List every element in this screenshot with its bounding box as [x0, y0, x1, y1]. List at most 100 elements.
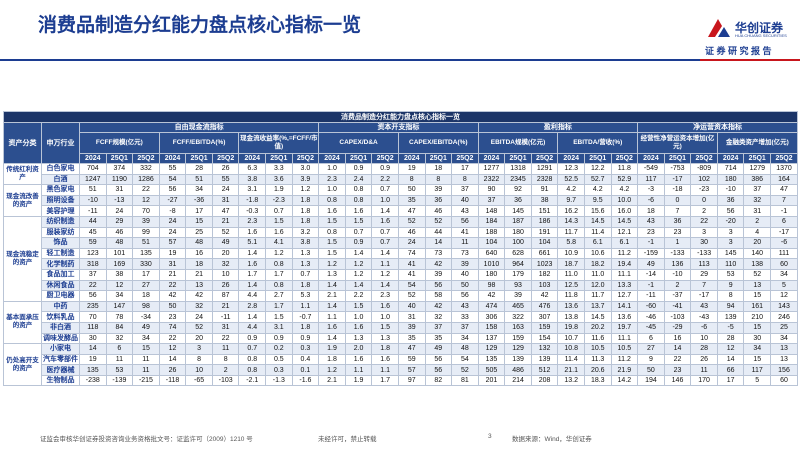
category: 仍处高开支的资产: [3, 343, 42, 387]
value: 0.8: [344, 184, 373, 196]
value: 1.2: [344, 258, 373, 270]
value: 110: [716, 258, 745, 270]
value: 92: [504, 184, 532, 196]
value: 11.4: [583, 226, 612, 239]
value: 35: [424, 332, 453, 345]
value: 11.0: [557, 268, 585, 281]
value: 34: [185, 184, 213, 196]
value: 42: [424, 258, 453, 270]
period-header: 25Q1: [424, 153, 453, 164]
value: 47: [397, 343, 426, 355]
value: 21: [211, 215, 240, 228]
data-row: 仍处高开支的资产 小家电 14 6 15 12 3 11 0.7 0.2 0.3 1.9 2.0 1.8 4…: [3, 343, 798, 387]
value: 3.9: [291, 173, 320, 186]
value: 307: [530, 311, 559, 323]
value: 32: [105, 332, 134, 345]
value: 32: [185, 300, 213, 313]
value: 191: [530, 226, 559, 239]
value: 145: [504, 205, 532, 217]
value: -18: [663, 184, 692, 196]
value: 1.2: [265, 247, 293, 260]
industry: 医疗器械: [41, 364, 80, 376]
value: 28: [716, 332, 745, 345]
value: 11.1: [610, 332, 639, 345]
value: 11: [211, 343, 240, 355]
value: -60: [637, 300, 665, 313]
value: 3: [716, 226, 745, 239]
value: 3.1: [265, 321, 293, 334]
value: 0.5: [265, 353, 293, 366]
value: 10.5: [610, 343, 639, 355]
value: -43: [690, 311, 718, 323]
value: 2.7: [265, 290, 293, 302]
value: -8: [158, 205, 187, 217]
value: 101: [105, 247, 134, 260]
value: -29: [663, 321, 692, 334]
value: 20: [185, 332, 213, 345]
value: 158: [477, 321, 506, 334]
value: 5.8: [557, 237, 585, 249]
value: 3: [716, 237, 745, 249]
value: 52: [397, 290, 426, 302]
value: 14.5: [610, 215, 639, 228]
value: 14.5: [583, 215, 612, 228]
value: 661: [530, 247, 559, 260]
value: 4.2: [557, 184, 585, 196]
value: -11: [637, 290, 665, 302]
value: 99: [132, 226, 160, 239]
value: 147: [105, 300, 134, 313]
value: 465: [504, 300, 532, 313]
data-row: 食品加工 37 38 17 21 21 10 1.7 1.7 0.7 1.3 1.2 1.2 41 39 40…: [4, 268, 798, 281]
value: 1.2: [318, 258, 346, 270]
value: 117: [743, 364, 772, 376]
value: 11.2: [610, 353, 639, 366]
value: 57: [397, 364, 426, 376]
value: 26: [211, 279, 240, 292]
value: 98: [477, 279, 506, 292]
value: 2: [211, 364, 240, 376]
value: 14: [424, 237, 453, 249]
value: 11.8: [610, 163, 639, 175]
value: -159: [637, 247, 665, 260]
value: -6: [770, 237, 798, 249]
value: 51: [185, 173, 213, 186]
value: 37: [451, 321, 479, 334]
value: 90: [477, 184, 506, 196]
value: 5: [743, 374, 772, 387]
value: 184: [477, 215, 506, 228]
value: 2.3: [318, 173, 346, 186]
industry: 照明设备: [41, 194, 80, 207]
period-header: 2024: [557, 153, 585, 164]
value: -65: [185, 374, 213, 387]
period-header: 2024: [318, 153, 346, 164]
value: 41: [397, 258, 426, 270]
value: -118: [158, 374, 187, 387]
value: 16: [185, 247, 213, 260]
value: 48: [451, 343, 479, 355]
value: 1.7: [265, 268, 293, 281]
value: 161: [743, 300, 772, 313]
value: 13: [743, 279, 772, 292]
data-row: 生物制品 -238 -139 -215 -118 -65 -103 -2.1 -1.3 -1.6 2…: [4, 374, 798, 387]
value: 1.8: [291, 321, 320, 334]
data-row: 厨卫电器 56 34 18 42 42 87 4.4 2.7 5.3 2.1 2.2 2.3 52 58 56…: [4, 290, 798, 302]
value: -27: [158, 194, 187, 207]
value: 135: [79, 364, 107, 376]
group-header: 盈利指标: [477, 122, 639, 133]
period-header: 25Q1: [344, 153, 373, 164]
value: 34: [132, 332, 160, 345]
value: 146: [663, 374, 692, 387]
value: 14.5: [583, 311, 612, 323]
value: 151: [530, 205, 559, 217]
value: 9: [716, 279, 745, 292]
value: 628: [504, 247, 532, 260]
value: 14: [158, 353, 187, 366]
value: 6: [637, 332, 665, 345]
value: 1.0: [371, 311, 399, 323]
value: -1: [770, 205, 798, 217]
value: 21: [158, 268, 187, 281]
data-row: 美容护理 -11 24 70 -8 17 47 -0.3 0.7 1.8 1.6 1.6 1.4 47 46…: [4, 205, 798, 217]
value: 1.2: [291, 184, 320, 196]
value: 56: [424, 279, 453, 292]
value: 23: [158, 311, 187, 323]
